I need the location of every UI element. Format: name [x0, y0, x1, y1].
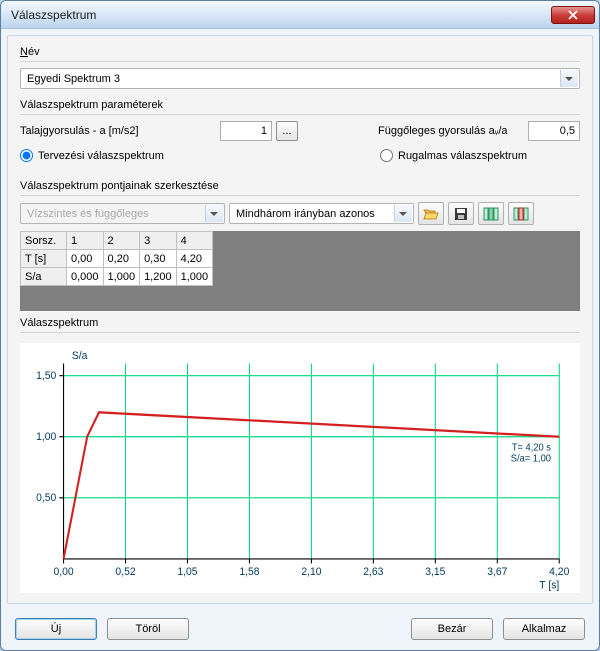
chart-area: 0,00 0,52 1,05 1,58 2,10 2,63 3,15 3,67 4,20 1,50…	[20, 343, 580, 593]
apply-button[interactable]: Alkalmaz	[503, 618, 585, 640]
svg-text:1,05: 1,05	[177, 565, 197, 578]
svg-text:S/a: S/a	[72, 350, 88, 363]
svg-text:1,58: 1,58	[239, 565, 259, 578]
params-group: Válaszspektrum paraméterek Talajgyorsulá…	[20, 99, 580, 170]
direction-dropdown-1: Vízszintes és függőleges	[20, 203, 225, 224]
save-button[interactable]	[448, 202, 474, 225]
radio-elastic[interactable]: Rugalmas válaszspektrum	[380, 149, 580, 162]
insert-col-button[interactable]	[478, 202, 504, 225]
svg-text:0,00: 0,00	[53, 565, 73, 578]
table-row: Sorsz. 1 2 3 4	[21, 232, 213, 250]
svg-text:0,52: 0,52	[115, 565, 135, 578]
open-button[interactable]	[418, 202, 444, 225]
svg-text:2,63: 2,63	[363, 565, 383, 578]
delete-col-button[interactable]	[508, 202, 534, 225]
svg-text:4,20: 4,20	[549, 565, 569, 578]
table-row: S/a 0,000 1,000 1,200 1,000	[21, 268, 213, 286]
window-title: Válaszspektrum	[11, 8, 551, 22]
svg-text:T [s]: T [s]	[539, 579, 559, 592]
accel-input[interactable]	[220, 121, 272, 141]
points-toolbar: Vízszintes és függőleges Mindhárom irány…	[20, 202, 580, 225]
points-table-wrap: Sorsz. 1 2 3 4 T [s] 0,00 0,20 0,30 4,20	[20, 231, 580, 311]
svg-text:1,00: 1,00	[36, 431, 56, 444]
name-label: Név	[20, 46, 580, 58]
new-button[interactable]: Új	[15, 618, 97, 640]
accel-more-button[interactable]: ...	[276, 121, 298, 141]
params-title: Válaszspektrum paraméterek	[20, 99, 580, 111]
button-bar: Új Töröl Bezár Alkalmaz	[1, 610, 599, 650]
table-insert-icon	[483, 207, 499, 221]
points-title: Válaszspektrum pontjainak szerkesztése	[20, 180, 580, 192]
chart-title: Válaszspektrum	[20, 317, 580, 329]
chevron-down-icon	[565, 77, 573, 81]
close-button[interactable]: Bezár	[411, 618, 493, 640]
dialog-window: Válaszspektrum Név Egyedi Spektrum 3 Vál…	[0, 0, 600, 651]
points-group: Válaszspektrum pontjainak szerkesztése V…	[20, 180, 580, 311]
chart-group: Válaszspektrum 0,00 0,52 1,05 1,58 2,10 2,63 3…	[20, 317, 580, 593]
client-area: Név Egyedi Spektrum 3 Válaszspektrum par…	[7, 35, 593, 604]
radio-design-input[interactable]	[20, 149, 33, 162]
radio-design[interactable]: Tervezési válaszspektrum	[20, 149, 164, 162]
points-table[interactable]: Sorsz. 1 2 3 4 T [s] 0,00 0,20 0,30 4,20	[20, 231, 213, 286]
table-row: T [s] 0,00 0,20 0,30 4,20	[21, 250, 213, 268]
accel-label: Talajgyorsulás - a [m/s2]	[20, 125, 220, 137]
spectrum-chart: 0,00 0,52 1,05 1,58 2,10 2,63 3,15 3,67 4,20 1,50…	[20, 343, 580, 593]
svg-text:T= 4,20 s: T= 4,20 s	[512, 442, 551, 453]
name-group: Név Egyedi Spektrum 3	[20, 46, 580, 89]
svg-text:S/a= 1,00: S/a= 1,00	[511, 453, 552, 464]
svg-text:3,67: 3,67	[487, 565, 507, 578]
chevron-down-icon	[399, 212, 407, 216]
vert-label: Függőleges gyorsulás aᵥ/a	[378, 125, 528, 137]
titlebar: Válaszspektrum	[1, 1, 599, 29]
vert-input[interactable]	[528, 121, 580, 141]
close-icon[interactable]	[551, 6, 595, 24]
svg-text:0,50: 0,50	[36, 492, 56, 505]
radio-elastic-input[interactable]	[380, 149, 393, 162]
svg-text:2,10: 2,10	[301, 565, 321, 578]
direction-dropdown-2[interactable]: Mindhárom irányban azonos	[229, 203, 414, 224]
folder-open-icon	[423, 207, 439, 221]
delete-button[interactable]: Töröl	[107, 618, 189, 640]
chevron-down-icon	[210, 212, 218, 216]
svg-text:1,50: 1,50	[36, 370, 56, 383]
name-dropdown[interactable]: Egyedi Spektrum 3	[20, 68, 580, 89]
svg-text:3,15: 3,15	[425, 565, 445, 578]
save-icon	[454, 207, 468, 221]
name-value: Egyedi Spektrum 3	[27, 73, 120, 85]
table-delete-icon	[513, 207, 529, 221]
